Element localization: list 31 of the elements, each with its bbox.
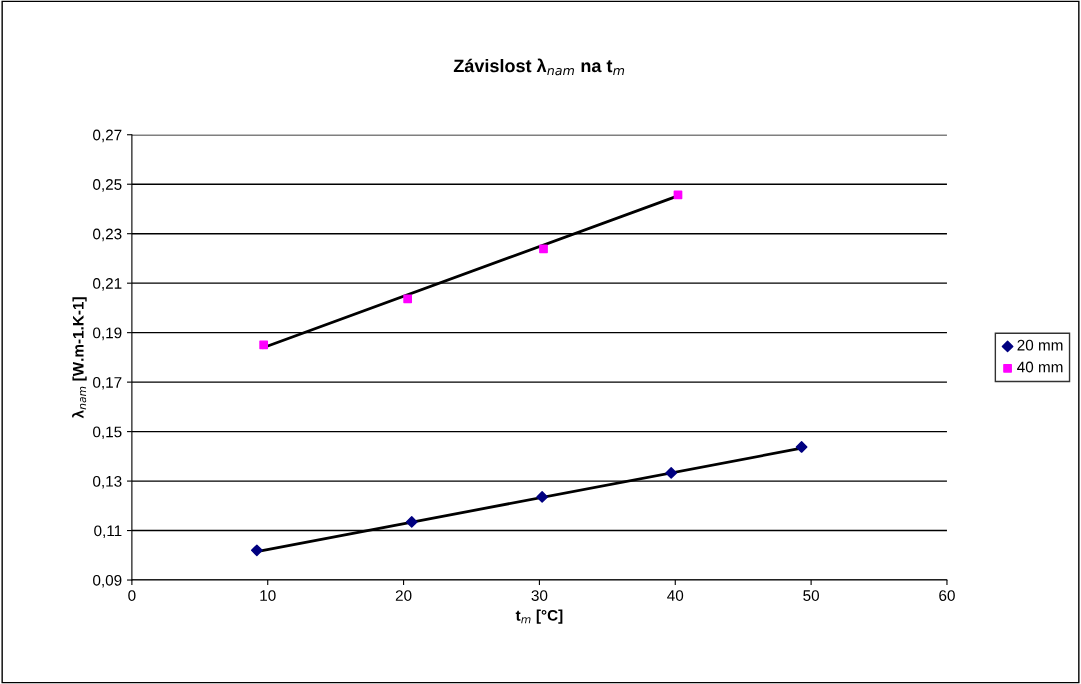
chart-title: Závislost λ$_{nam}$ na t$_{m}$ — [453, 58, 625, 76]
x-tick-label: 10 — [260, 590, 276, 601]
y-tick-label: 0,21 — [93, 278, 122, 291]
point — [259, 340, 269, 350]
x-tick-label: 50 — [803, 590, 820, 601]
y-tick-label: 0,09 — [93, 574, 122, 588]
x-tick-label: 40 — [667, 590, 684, 601]
x-axis-title: t$_{m}$ [°C] — [515, 609, 563, 624]
point — [403, 294, 413, 304]
point — [795, 441, 808, 453]
legend-label: 40 mm — [1017, 361, 1063, 373]
x-tick-label: 0 — [128, 590, 136, 601]
y-tick-label: 0,27 — [93, 129, 122, 143]
y-tick-label: 0,23 — [93, 228, 122, 242]
y-axis-title: λ$_{nam}$ [W.m-1.K-1] — [72, 297, 87, 419]
y-tick-label: 0,19 — [93, 327, 122, 341]
point — [405, 516, 418, 528]
y-tick-label: 0,25 — [93, 179, 122, 192]
x-tick-label: 30 — [531, 590, 548, 601]
point — [250, 544, 263, 557]
point — [665, 467, 678, 479]
y-tick-label: 0,17 — [93, 377, 122, 390]
x-tick-label: 20 — [395, 590, 412, 601]
point — [673, 190, 683, 200]
legend-label: 20 mm — [1017, 339, 1063, 351]
x-tick-label: 60 — [939, 590, 955, 601]
point — [539, 244, 548, 254]
y-tick-label: 0,11 — [94, 525, 122, 539]
y-tick-label: 0,15 — [93, 426, 122, 440]
point — [536, 491, 549, 503]
y-tick-label: 0,13 — [93, 475, 122, 489]
